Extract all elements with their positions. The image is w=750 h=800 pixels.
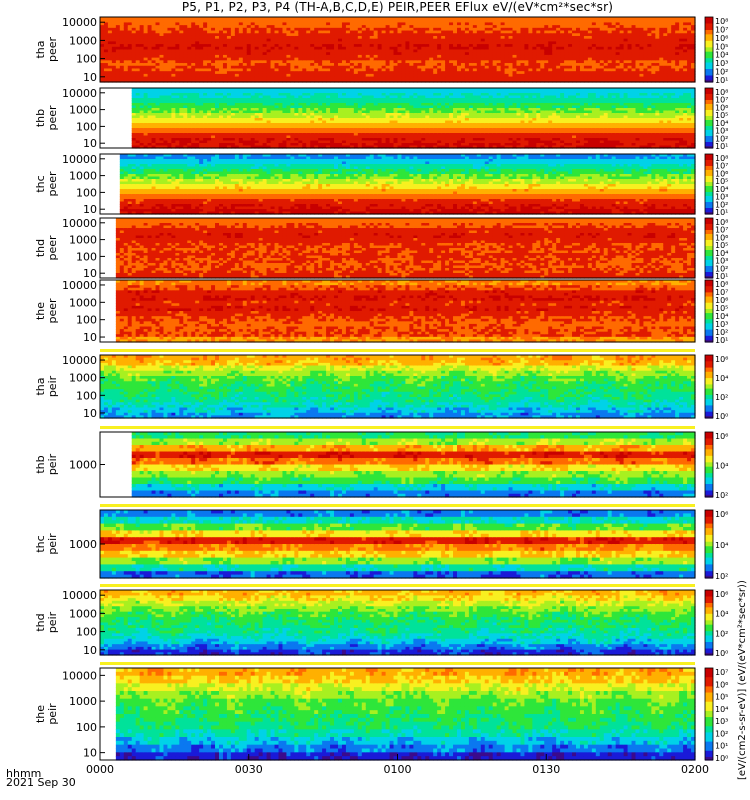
- spectrogram-stack: 10000100010010tha peer10⁸10⁷10⁶10⁵10⁴10³1…: [0, 0, 750, 800]
- heatmap-cells-tha_peer: [100, 17, 696, 83]
